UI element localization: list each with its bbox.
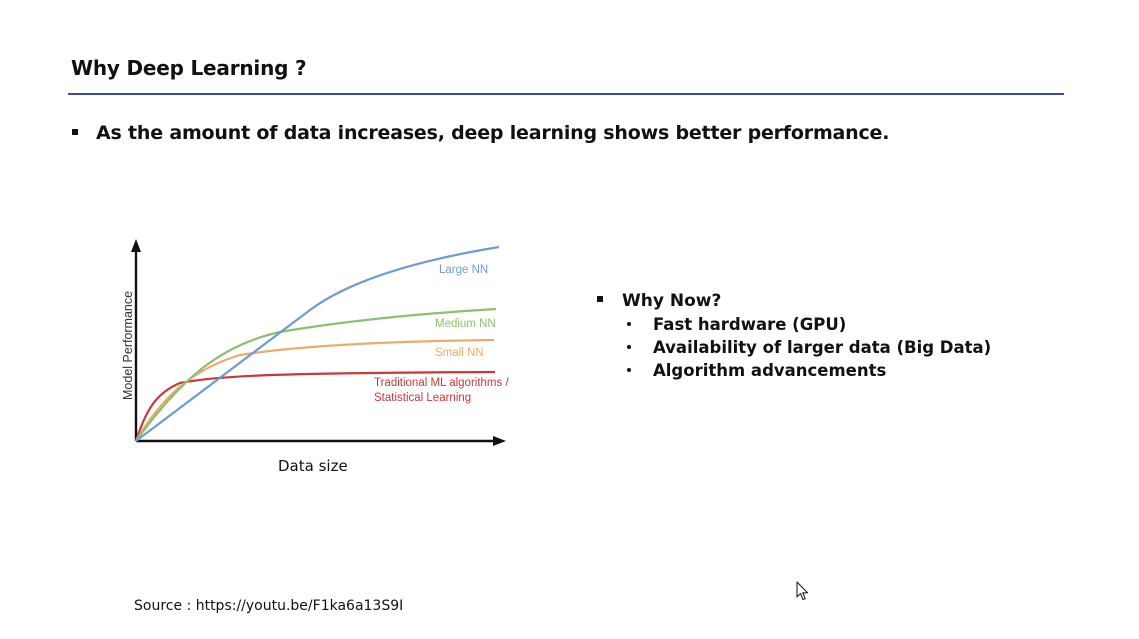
source-citation: Source : https://youtu.be/F1ka6a13S9I (134, 598, 404, 614)
performance-chart: Model Performance Large NN Medium NN Sma… (121, 239, 512, 475)
why-now-list: Fast hardware (GPU) Availability of larg… (597, 313, 991, 382)
list-item: Algorithm advancements (627, 359, 991, 382)
series-label-large-nn: Large NN (439, 264, 488, 276)
dot-bullet-icon (627, 321, 631, 326)
title-divider (68, 93, 1064, 95)
list-item: Availability of larger data (Big Data) (627, 336, 991, 359)
main-bullet-text: As the amount of data increases, deep le… (96, 122, 890, 144)
square-bullet-icon (72, 128, 78, 135)
x-axis-arrow-icon (493, 436, 506, 446)
series-label-small-nn: Small NN (435, 347, 484, 359)
why-now-heading-text: Why Now? (622, 291, 722, 311)
y-axis-label: Model Performance (121, 291, 135, 400)
dot-bullet-icon (627, 367, 631, 372)
series-label-traditional: Traditional ML algorithms / Statistical … (374, 377, 512, 404)
square-bullet-icon (597, 296, 603, 302)
series-label-medium-nn: Medium NN (435, 318, 496, 330)
y-axis-arrow-icon (131, 239, 141, 252)
series-traditional-line (134, 370, 496, 442)
list-item-text: Algorithm advancements (653, 361, 887, 380)
list-item: Fast hardware (GPU) (627, 313, 991, 336)
why-now-section: Why Now? Fast hardware (GPU) Availabilit… (597, 289, 991, 382)
main-bullet: As the amount of data increases, deep le… (72, 122, 889, 144)
list-item-text: Fast hardware (GPU) (653, 315, 847, 334)
why-now-heading: Why Now? (597, 289, 991, 313)
list-item-text: Availability of larger data (Big Data) (653, 338, 992, 357)
series-large-nn-line (135, 245, 500, 442)
x-axis-label: Data size (278, 457, 348, 475)
slide-title: Why Deep Learning ? (71, 56, 307, 80)
mouse-pointer-icon (796, 581, 809, 601)
dot-bullet-icon (627, 344, 631, 349)
